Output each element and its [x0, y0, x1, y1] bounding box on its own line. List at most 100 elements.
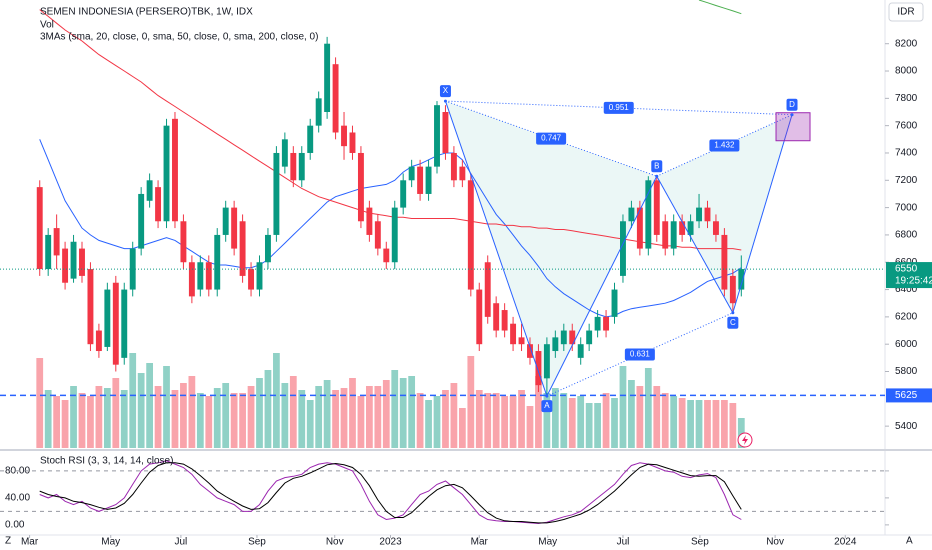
volume-bar	[205, 396, 213, 448]
candle-body	[417, 166, 424, 194]
candle-body	[383, 248, 390, 263]
candle-body	[738, 269, 745, 290]
candle-body	[569, 330, 576, 345]
y-tick-label: 6200	[895, 312, 918, 323]
ratio-label: 0.631	[630, 350, 651, 359]
moving-average	[698, 0, 742, 15]
y-tick-label: 7800	[895, 93, 918, 104]
volume-bar	[298, 390, 306, 448]
volume-bar	[560, 393, 568, 448]
candle-body	[45, 234, 52, 270]
candle-body	[712, 221, 719, 235]
candle-body	[87, 269, 94, 345]
volume-bar	[568, 398, 576, 448]
candle-body	[543, 344, 550, 379]
x-tick-label: Jul	[617, 537, 630, 548]
candle-body	[535, 351, 542, 386]
volume-bar	[120, 390, 128, 448]
volume-bar	[163, 366, 170, 448]
candle-body	[121, 289, 128, 358]
ratio-line	[656, 114, 793, 177]
volume-bar	[239, 393, 246, 448]
volume-bar	[712, 400, 720, 448]
zoom-button[interactable]: Z	[5, 536, 11, 547]
volume-bar	[44, 390, 52, 448]
volume-bar	[695, 400, 703, 448]
candle-body	[586, 330, 593, 345]
pattern-fill	[656, 114, 793, 313]
volume-bar	[112, 378, 120, 448]
x-tick-label: Sep	[248, 537, 266, 548]
chart-title: SEMEN INDONESIA (PERSERO)TBK, 1W, IDX	[40, 7, 253, 18]
volume-bar	[475, 390, 483, 448]
ratio-box	[709, 139, 740, 152]
candle-body	[256, 262, 263, 290]
candle-body	[408, 166, 415, 181]
candle-body	[95, 330, 102, 352]
volume-bar	[196, 393, 204, 448]
candle-body	[222, 207, 229, 235]
candle-body	[459, 166, 466, 181]
x-tick-label: 2023	[379, 537, 402, 548]
candle-body	[696, 207, 702, 222]
volume-bar	[442, 390, 449, 448]
volume-bar	[382, 380, 390, 448]
currency-button[interactable]	[888, 2, 924, 22]
candle-body	[391, 207, 398, 263]
volume-bar	[585, 403, 593, 448]
candle-body	[552, 337, 559, 352]
x-tick-label: Sep	[691, 537, 709, 548]
candle-body	[628, 207, 635, 222]
point-label-box	[727, 316, 739, 329]
candle-body	[653, 180, 660, 235]
volume-bar	[509, 396, 517, 448]
volume-bar	[458, 408, 466, 448]
x-tick-label: Mar	[471, 537, 489, 548]
point-label-box	[651, 160, 663, 173]
volume-bar	[670, 396, 678, 448]
point-label-box	[541, 400, 553, 413]
volume-bar	[653, 386, 661, 448]
y-tick-label: 6400	[895, 284, 918, 295]
pattern-point	[443, 99, 447, 103]
candle-body	[484, 262, 491, 317]
y-tick-label: 8200	[895, 38, 918, 49]
stoch-d	[39, 462, 742, 524]
ratio-line	[445, 100, 657, 177]
candle-body	[315, 98, 322, 126]
point-label: D	[789, 100, 795, 109]
volume-bar	[678, 398, 686, 448]
pattern-point	[545, 394, 549, 398]
stoch-k	[39, 460, 742, 525]
candle-body	[493, 303, 500, 331]
volume-bar	[602, 393, 610, 448]
candle-body	[273, 152, 280, 235]
volume-bar	[247, 386, 255, 448]
candle-body	[442, 112, 449, 153]
candle-body	[357, 152, 364, 222]
ratio-label: 0.747	[541, 134, 562, 143]
candle-body	[197, 262, 204, 290]
candle-body	[214, 234, 221, 290]
volume-bar	[137, 373, 145, 448]
countdown: 19:25:42	[895, 276, 932, 287]
candle-body	[172, 118, 178, 222]
volume-bar	[737, 418, 745, 448]
candle-body	[611, 289, 618, 317]
candle-body	[721, 234, 728, 290]
volume-bar	[103, 388, 111, 448]
candle-body	[112, 282, 119, 365]
pattern-leg	[546, 175, 658, 397]
candle-body	[79, 248, 85, 276]
pattern-leg	[444, 100, 548, 397]
volume-bar	[264, 370, 272, 448]
volume-bar	[644, 368, 652, 448]
volume-bar	[315, 386, 323, 448]
candle-body	[349, 132, 356, 153]
auto-button[interactable]: A	[906, 536, 913, 547]
volume-bar	[408, 376, 416, 448]
candle-body	[62, 248, 69, 283]
last-price-box	[886, 262, 932, 289]
volume-bar	[273, 353, 280, 448]
